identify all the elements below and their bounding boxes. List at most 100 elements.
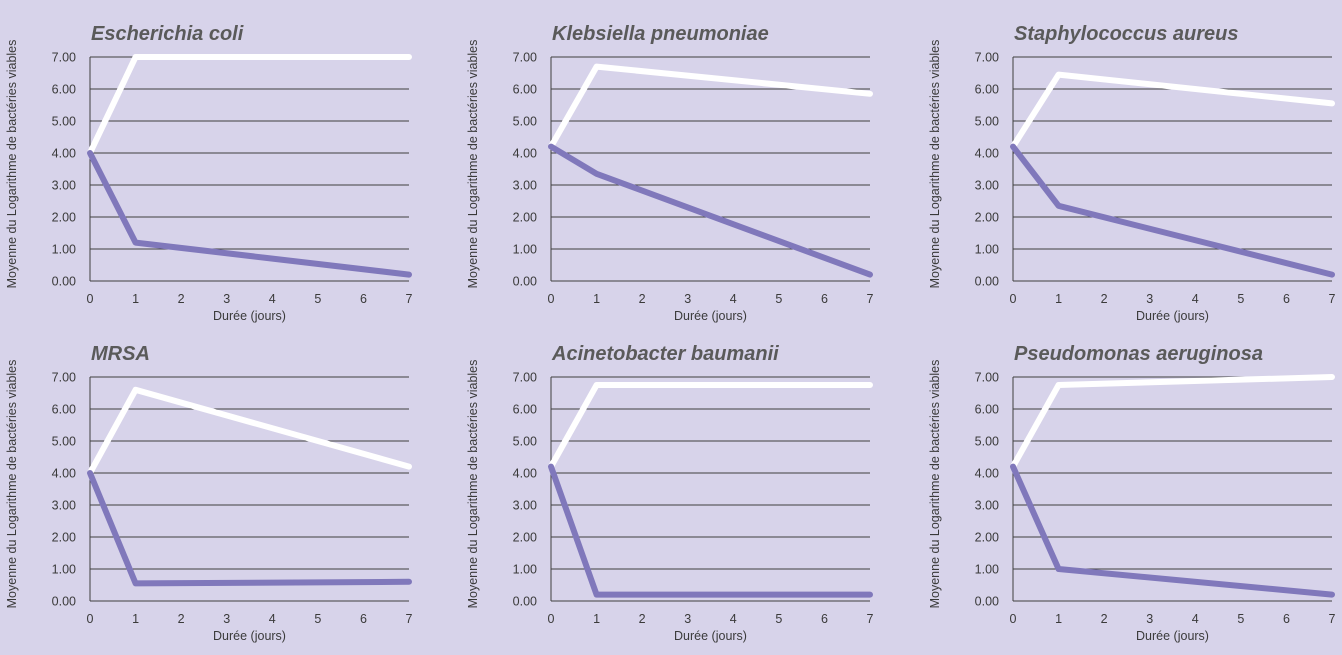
x-tick-label: 0 — [87, 612, 94, 626]
y-tick-label: 7.00 — [975, 371, 999, 385]
y-tick-label: 5.00 — [975, 435, 999, 449]
x-axis-label: Durée (jours) — [674, 629, 747, 643]
x-tick-label: 4 — [1192, 612, 1199, 626]
series-line-1 — [548, 63, 873, 150]
x-axis-label: Durée (jours) — [213, 309, 286, 323]
chart-title: Klebsiella pneumoniae — [552, 23, 769, 45]
x-tick-label: 2 — [1101, 612, 1108, 626]
x-axis-label: Durée (jours) — [1136, 309, 1209, 323]
x-tick-label: 0 — [1010, 292, 1017, 306]
y-axis-label: Moyenne du Logarithme de bactéries viabl… — [466, 40, 480, 289]
y-tick-label: 7.00 — [513, 51, 537, 65]
x-tick-label: 2 — [639, 292, 646, 306]
y-tick-label: 2.00 — [513, 211, 537, 225]
x-tick-label: 1 — [593, 612, 600, 626]
y-tick-label: 3.00 — [975, 499, 999, 513]
y-tick-label: 2.00 — [52, 531, 76, 545]
x-tick-label: 7 — [1329, 612, 1336, 626]
x-tick-label: 3 — [223, 292, 230, 306]
y-tick-label: 3.00 — [975, 179, 999, 193]
x-tick-label: 4 — [1192, 292, 1199, 306]
x-tick-label: 5 — [775, 292, 782, 306]
chart-panel-2: Klebsiella pneumoniae 0.00 1.00 2.00 3.00 4.0… — [466, 23, 874, 323]
y-tick-label: 2.00 — [513, 531, 537, 545]
x-tick-label: 6 — [821, 292, 828, 306]
x-tick-label: 2 — [178, 292, 185, 306]
chart-title: MRSA — [91, 343, 150, 365]
y-tick-label: 3.00 — [513, 179, 537, 193]
x-tick-label: 5 — [314, 612, 321, 626]
series-line-1 — [548, 382, 873, 470]
y-tick-label: 4.00 — [513, 147, 537, 161]
y-tick-label: 6.00 — [52, 403, 76, 417]
x-tick-label: 5 — [775, 612, 782, 626]
x-tick-label: 7 — [406, 612, 413, 626]
x-tick-label: 4 — [730, 292, 737, 306]
x-tick-label: 6 — [821, 612, 828, 626]
series-line-2 — [1010, 463, 1335, 598]
y-tick-label: 6.00 — [975, 83, 999, 97]
x-tick-label: 2 — [178, 612, 185, 626]
x-tick-label: 4 — [730, 612, 737, 626]
y-tick-label: 4.00 — [513, 467, 537, 481]
y-tick-label: 6.00 — [52, 83, 76, 97]
x-tick-label: 7 — [406, 292, 413, 306]
y-tick-label: 0.00 — [513, 595, 537, 609]
x-tick-label: 3 — [223, 612, 230, 626]
series-line-2 — [548, 143, 873, 278]
y-axis-label: Moyenne du Logarithme de bactéries viabl… — [928, 40, 942, 289]
y-tick-label: 7.00 — [52, 371, 76, 385]
y-tick-label: 2.00 — [975, 531, 999, 545]
x-tick-label: 7 — [867, 292, 874, 306]
x-tick-label: 2 — [1101, 292, 1108, 306]
x-tick-label: 6 — [360, 612, 367, 626]
y-axis-label: Moyenne du Logarithme de bactéries viabl… — [5, 360, 19, 609]
y-tick-label: 1.00 — [975, 243, 999, 257]
y-tick-label: 7.00 — [975, 51, 999, 65]
y-tick-label: 3.00 — [52, 499, 76, 513]
series-line-2 — [87, 150, 412, 278]
x-tick-label: 7 — [867, 612, 874, 626]
y-tick-label: 5.00 — [52, 115, 76, 129]
chart-panel-4: MRSA 0.00 1.00 2.00 3.00 4.00 5.00 6.00 7.00 0 1 2 3… — [5, 343, 413, 643]
series-line-2 — [87, 470, 412, 587]
chart-panel-3: Staphylococcus aureus 0.00 1.00 2.00 3.00 4.0… — [928, 23, 1336, 323]
chart-title: Acinetobacter baumanii — [551, 343, 779, 365]
y-tick-label: 6.00 — [513, 83, 537, 97]
chart-title: Escherichia coli — [91, 23, 244, 45]
y-tick-label: 0.00 — [52, 595, 76, 609]
y-tick-label: 5.00 — [975, 115, 999, 129]
series-line-1 — [87, 54, 412, 156]
series-line-1 — [1010, 374, 1335, 470]
chart-title: Staphylococcus aureus — [1014, 23, 1239, 45]
x-tick-label: 5 — [1237, 612, 1244, 626]
y-tick-label: 4.00 — [52, 147, 76, 161]
x-tick-label: 2 — [639, 612, 646, 626]
x-tick-label: 0 — [1010, 612, 1017, 626]
x-tick-label: 3 — [1146, 292, 1153, 306]
y-axis-label: Moyenne du Logarithme de bactéries viabl… — [928, 360, 942, 609]
y-tick-label: 5.00 — [513, 115, 537, 129]
y-tick-label: 2.00 — [52, 211, 76, 225]
x-axis-label: Durée (jours) — [674, 309, 747, 323]
y-tick-label: 3.00 — [52, 179, 76, 193]
y-tick-label: 0.00 — [975, 595, 999, 609]
y-tick-label: 6.00 — [513, 403, 537, 417]
x-tick-label: 4 — [269, 292, 276, 306]
y-tick-label: 5.00 — [52, 435, 76, 449]
y-tick-label: 1.00 — [52, 243, 76, 257]
y-axis-label: Moyenne du Logarithme de bactéries viabl… — [466, 360, 480, 609]
x-tick-label: 0 — [548, 292, 555, 306]
y-tick-label: 1.00 — [975, 563, 999, 577]
x-tick-label: 7 — [1329, 292, 1336, 306]
y-tick-label: 4.00 — [52, 467, 76, 481]
x-tick-label: 3 — [684, 292, 691, 306]
x-tick-label: 1 — [132, 292, 139, 306]
y-tick-label: 0.00 — [52, 275, 76, 289]
x-tick-label: 6 — [360, 292, 367, 306]
y-tick-label: 0.00 — [975, 275, 999, 289]
y-tick-label: 4.00 — [975, 467, 999, 481]
chart-title: Pseudomonas aeruginosa — [1014, 343, 1263, 365]
